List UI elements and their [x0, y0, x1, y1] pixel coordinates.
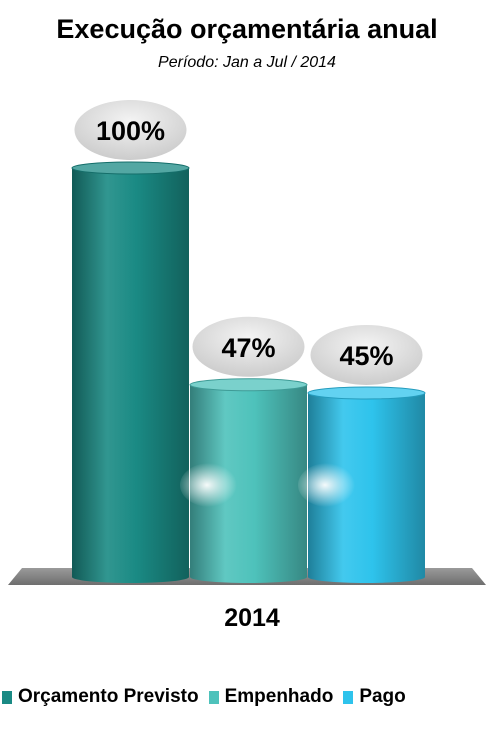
- chart-title: Execução orçamentária anual: [56, 14, 438, 44]
- legend-label: Orçamento Previsto: [18, 686, 199, 707]
- legend-label: Empenhado: [224, 686, 334, 707]
- legend-item-orçamento-previsto: Orçamento Previsto: [2, 682, 199, 712]
- legend-swatch: [2, 690, 12, 704]
- legend-swatch: [343, 690, 354, 704]
- bar-body: [72, 168, 189, 583]
- bar-top: [71, 161, 190, 175]
- bar-top: [189, 378, 308, 392]
- bar-body: [308, 392, 425, 583]
- chart-legend: Orçamento Previsto Empenhado Pago: [2, 682, 492, 712]
- value-label: 100%: [96, 116, 165, 146]
- legend-label: Pago: [359, 686, 406, 707]
- bar-glare: [298, 463, 358, 507]
- bar-pago: 45%: [298, 324, 426, 583]
- bar-body: [190, 384, 307, 583]
- legend-item-empenhado: Empenhado: [208, 682, 334, 712]
- category-label: 2014: [224, 604, 280, 632]
- value-bubble: [192, 316, 305, 377]
- bar-orçamento-previsto: 100%: [71, 100, 190, 583]
- bar-top: [307, 386, 426, 400]
- chart-subtitle: Período: Jan a Jul / 2014: [158, 54, 336, 71]
- legend-swatch: [208, 690, 219, 704]
- value-bubble: [74, 100, 187, 160]
- value-label: 47%: [221, 333, 275, 363]
- value-bubble: [310, 324, 423, 385]
- value-label: 45%: [339, 341, 393, 371]
- bar-empenhado: 47%: [180, 316, 308, 583]
- bar-glare: [180, 463, 240, 507]
- legend-item-pago: Pago: [343, 682, 406, 712]
